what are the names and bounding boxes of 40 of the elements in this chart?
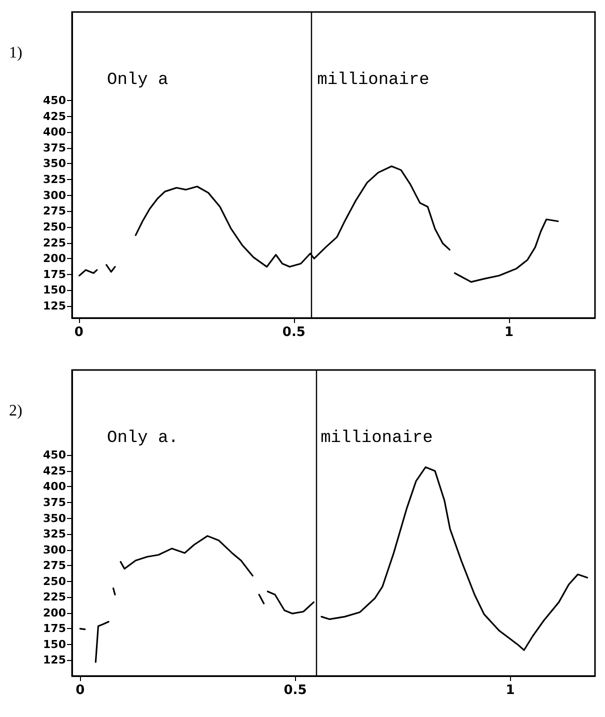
- annotation: Only a: [107, 71, 168, 90]
- x-tick-label: 1: [504, 325, 514, 340]
- y-tick-label: 150: [43, 284, 66, 297]
- annotation: millionaire: [320, 429, 433, 448]
- y-tick-label: 150: [43, 638, 66, 651]
- annotation: Only a.: [107, 429, 178, 448]
- y-tick-label: 200: [43, 606, 66, 620]
- y-tick-label: 300: [43, 543, 66, 556]
- y-tick-label: 325: [43, 528, 66, 541]
- y-tick-label: 200: [43, 252, 66, 266]
- y-tick-label: 450: [43, 448, 66, 462]
- y-tick-label: 225: [43, 236, 66, 250]
- y-tick-label: 275: [43, 204, 66, 218]
- text: 2): [9, 402, 22, 420]
- y-tick-label: 350: [43, 157, 66, 170]
- y-tick-label: 400: [43, 480, 66, 494]
- y-tick-label: 275: [43, 559, 66, 572]
- y-tick-label: 375: [43, 496, 66, 509]
- y-tick-label: 125: [43, 654, 66, 667]
- y-tick-label: 425: [43, 110, 66, 123]
- x-tick-label: 0.5: [284, 683, 307, 698]
- x-tick-label: 1: [506, 683, 515, 698]
- text: 1): [9, 44, 22, 62]
- y-tick-label: 250: [43, 220, 66, 234]
- y-tick-label: 350: [43, 512, 66, 525]
- y-tick-label: 450: [43, 94, 66, 108]
- y-tick-label: 375: [43, 141, 66, 154]
- y-tick-label: 175: [43, 268, 66, 281]
- y-tick-label: 125: [43, 299, 66, 312]
- y-tick-label: 425: [43, 464, 66, 478]
- y-tick-label: 400: [43, 126, 66, 139]
- y-tick-label: 250: [43, 574, 66, 588]
- y-tick-label: 325: [43, 173, 66, 186]
- y-tick-label: 225: [43, 590, 66, 604]
- y-tick-label: 175: [43, 622, 66, 636]
- annotation: millionaire: [317, 71, 430, 90]
- y-tick-label: 300: [43, 188, 66, 202]
- x-tick-label: 0: [76, 683, 85, 698]
- x-tick-label: 0.5: [282, 325, 306, 340]
- x-tick-label: 0: [74, 325, 84, 340]
